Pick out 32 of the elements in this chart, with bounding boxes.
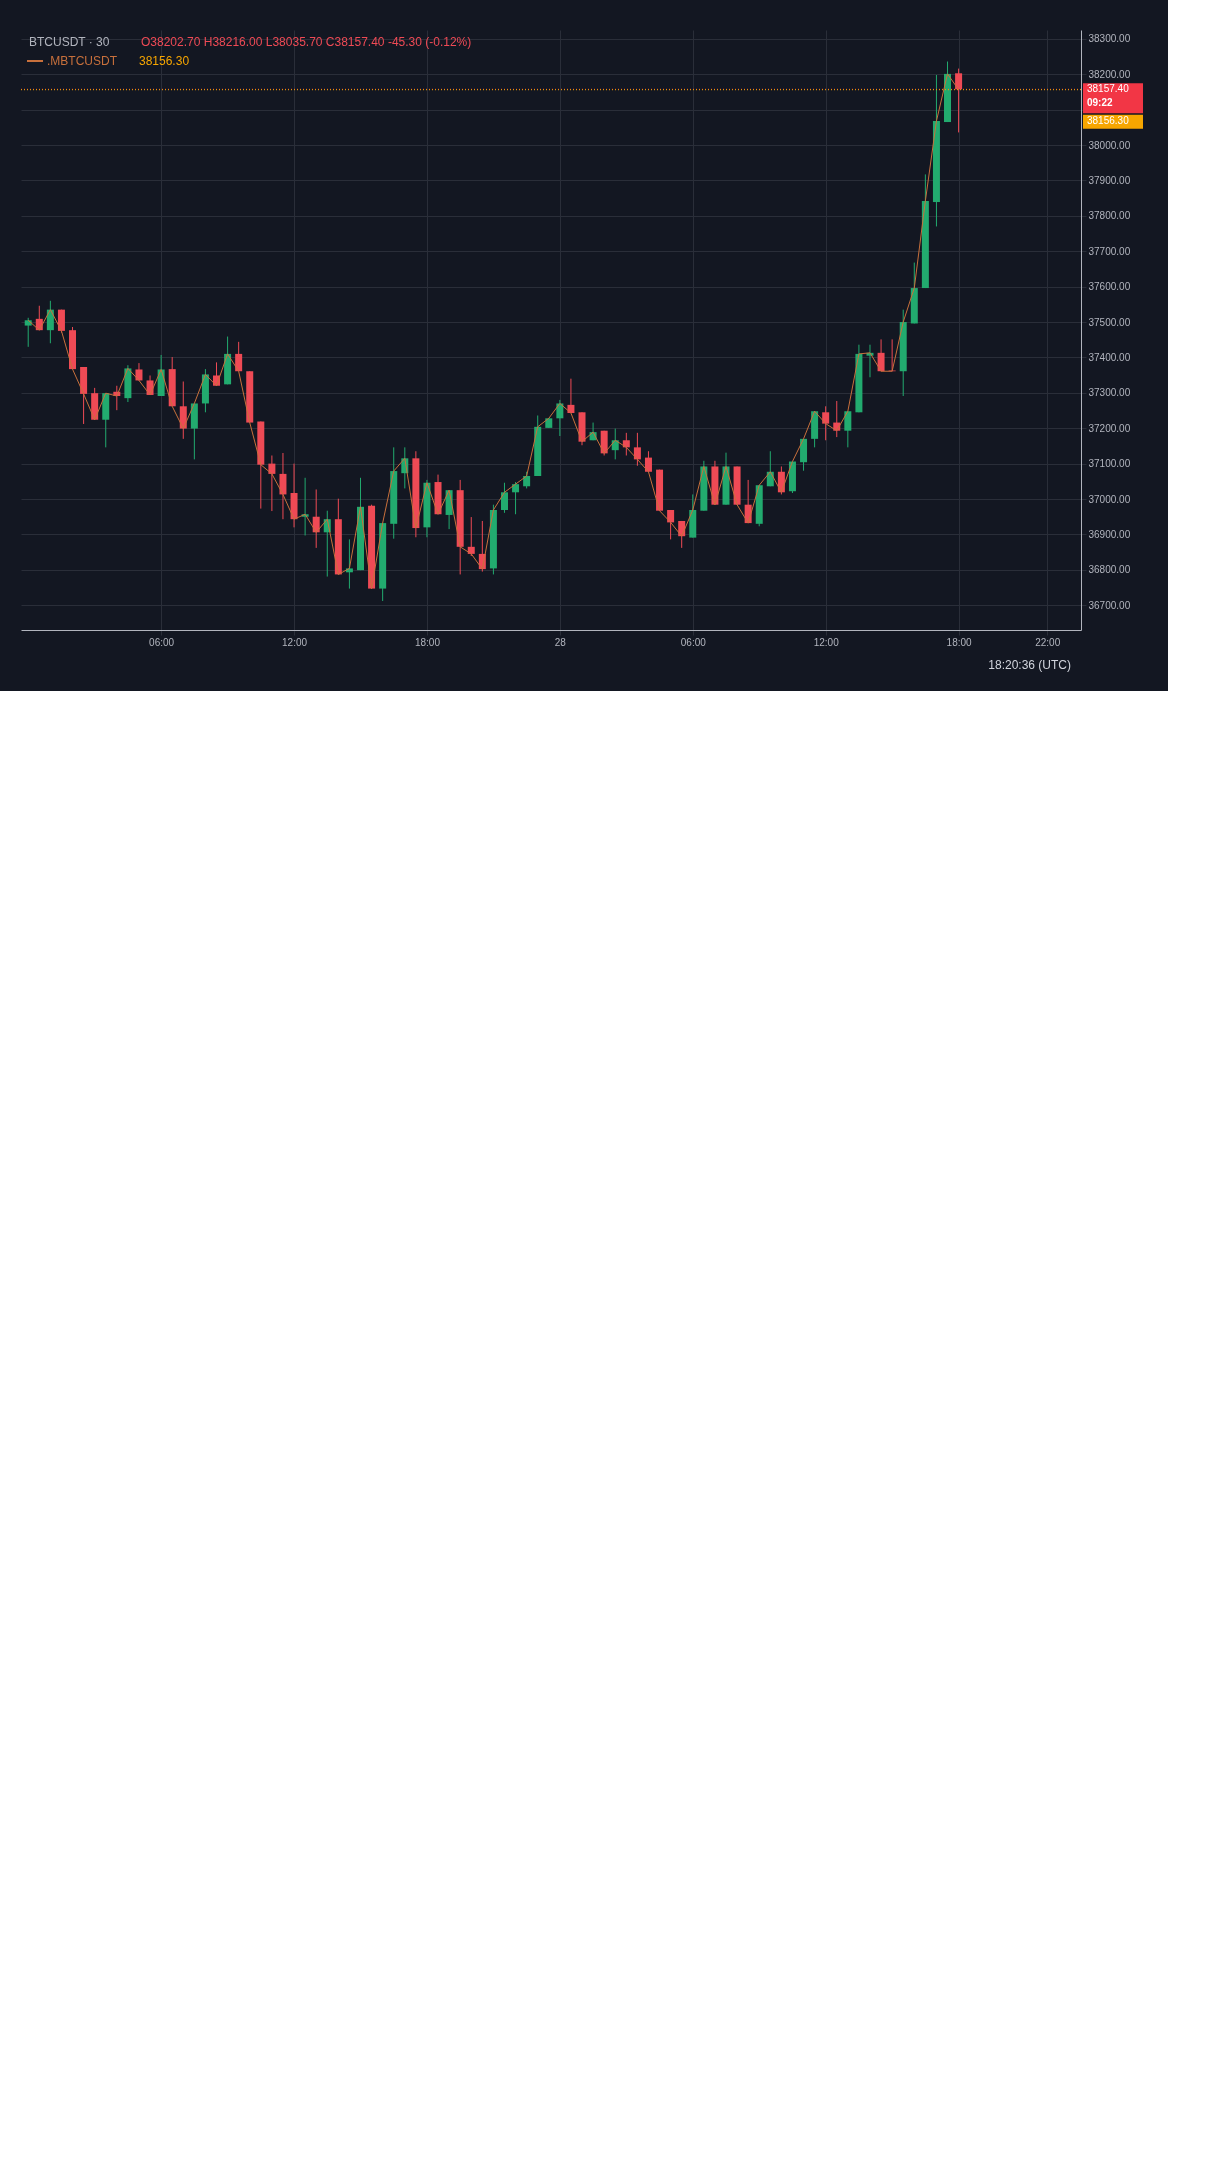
text: 09:22 — [1087, 97, 1114, 109]
x-tick-label: 06:00 — [680, 636, 707, 648]
y-tick-label: 37100.00 — [1088, 458, 1131, 470]
x-tick-label: 18:00 — [946, 636, 973, 648]
y-tick-label: 38300.00 — [1088, 33, 1131, 45]
ref-line-label: 38157.40 — [1087, 83, 1130, 95]
x-tick-label: 18:00 — [414, 636, 441, 648]
text: 38156.30 — [1087, 114, 1130, 126]
x-tick-label: 28 — [554, 636, 567, 648]
text: 18:20:36 (UTC) — [988, 658, 1071, 672]
y-tick-label: 37400.00 — [1088, 351, 1131, 363]
legend-label: .MBTCUSDT — [47, 54, 118, 68]
y-tick-label: 36700.00 — [1088, 599, 1131, 611]
y-tick-label: 37600.00 — [1088, 281, 1131, 293]
x-tick-label: 22:00 — [1035, 636, 1061, 648]
y-tick-label: 37300.00 — [1088, 387, 1131, 399]
chart-title: BTCUSDT · 30 — [29, 35, 110, 49]
y-tick-label: 37700.00 — [1088, 245, 1131, 257]
y-tick-label: 37900.00 — [1088, 174, 1131, 186]
annotation: O38202.70 H38216.00 L38035.70 C38157.40 -45.30 (-0.12%) — [141, 35, 472, 49]
y-tick-label: 38200.00 — [1088, 68, 1131, 80]
y-tick-label: 36800.00 — [1088, 564, 1131, 576]
x-tick-label: 12:00 — [813, 636, 840, 648]
y-tick-label: 36900.00 — [1088, 528, 1131, 540]
x-tick-label: 12:00 — [282, 636, 308, 648]
y-tick-label: 38000.00 — [1088, 139, 1131, 151]
y-tick-label: 37000.00 — [1088, 493, 1131, 505]
y-tick-label: 37800.00 — [1088, 210, 1131, 222]
x-tick-label: 06:00 — [149, 636, 175, 648]
ref-line-label: 38156.30 — [139, 54, 190, 68]
y-tick-label: 37200.00 — [1088, 422, 1131, 434]
y-tick-label: 37500.00 — [1088, 316, 1131, 328]
